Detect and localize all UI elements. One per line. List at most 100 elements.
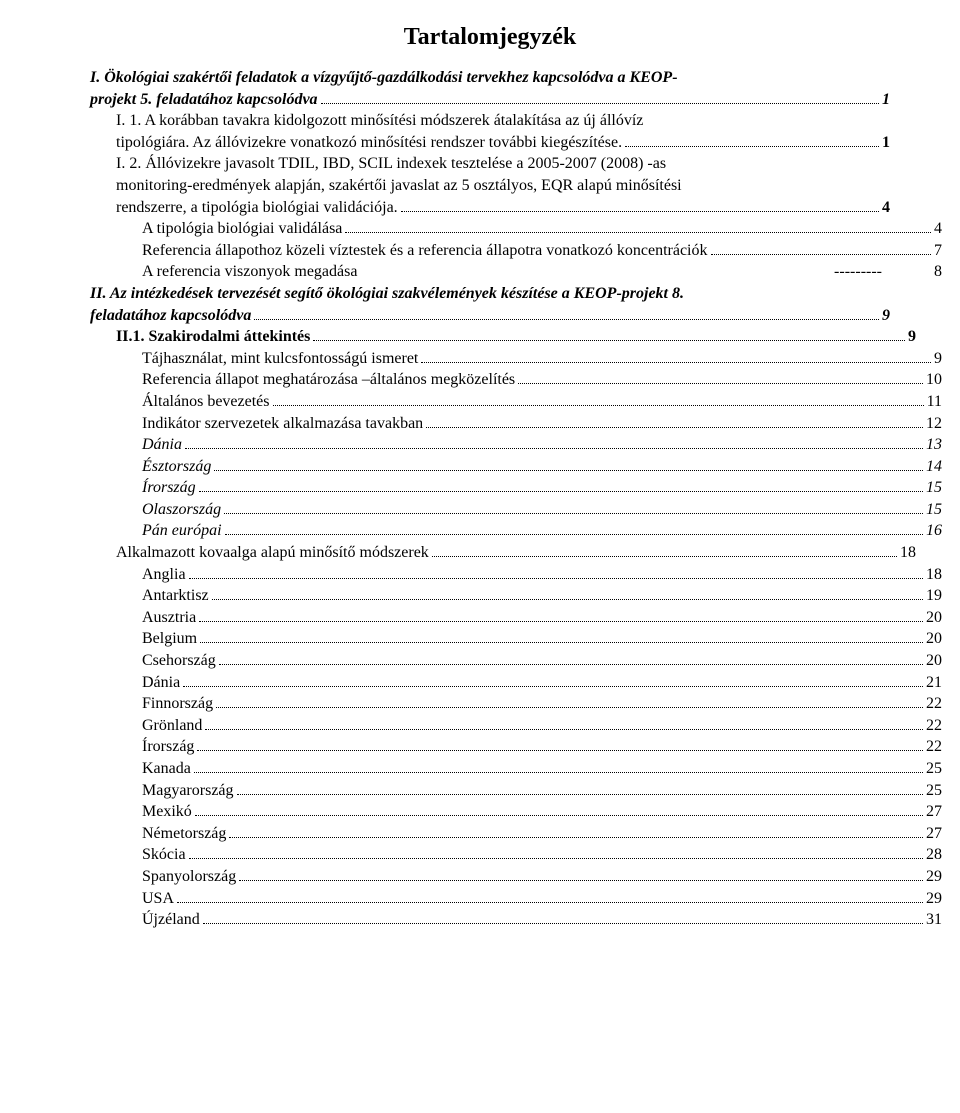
- toc-entry-page: 25: [926, 758, 942, 780]
- toc-entry-page: 29: [926, 888, 942, 910]
- toc-entry-label: Észtország: [142, 456, 211, 478]
- toc-leader-dots: [185, 439, 923, 449]
- toc-entry-label: Magyarország: [142, 780, 234, 802]
- toc-entry-label: Antarktisz: [142, 585, 209, 607]
- toc-entry-label: Dánia: [142, 434, 182, 456]
- toc-leader-dots: [224, 504, 923, 514]
- toc-entry-page: 22: [926, 736, 942, 758]
- toc-entry-page: 9: [908, 326, 916, 348]
- toc-entry-label: A tipológia biológiai validálása: [142, 218, 342, 240]
- toc-entry: Belgium 20: [90, 628, 942, 650]
- toc-leader-dots: [321, 94, 879, 104]
- toc-entry-page: 1: [882, 89, 890, 111]
- toc-entry: Magyarország25: [90, 780, 942, 802]
- toc-entry-page: 20: [926, 607, 942, 629]
- toc-entry: USA 29: [90, 888, 942, 910]
- toc-entry: Németország27: [90, 823, 942, 845]
- toc-entry-page: 29: [926, 866, 942, 888]
- toc-entry: Grönland22: [90, 715, 942, 737]
- toc-entry-line: II. Az intézkedések tervezését segítő ök…: [90, 283, 890, 305]
- toc-entry: Újzéland31: [90, 909, 942, 931]
- toc-leader-dots: [203, 914, 923, 924]
- toc-entry-page: 20: [926, 650, 942, 672]
- toc-entry-page: 19: [926, 585, 942, 607]
- toc-entry-page: 12: [926, 413, 942, 435]
- toc-entry-label: Referencia állapot meghatározása –általá…: [142, 369, 515, 391]
- toc-entry: Antarktisz 19: [90, 585, 942, 607]
- toc-entry-page: 16: [926, 520, 942, 542]
- toc-entry: Spanyolország 29: [90, 866, 942, 888]
- toc-entry: Referencia állapothoz közeli víztestek é…: [90, 240, 942, 262]
- toc-entry-label: Csehország: [142, 650, 216, 672]
- toc-entry-label: Referencia állapothoz közeli víztestek é…: [142, 240, 708, 262]
- toc-leader-dots: [625, 137, 879, 147]
- toc-leader-dots: [254, 310, 879, 320]
- toc-entry-label: Írország: [142, 736, 194, 758]
- toc-entry-page: 22: [926, 693, 942, 715]
- toc-leader-dots: [214, 461, 923, 471]
- toc-leader-dots: [239, 871, 923, 881]
- toc-entry-label: Anglia: [142, 564, 186, 586]
- toc-entry-line: I. Ökológiai szakértői feladatok a vízgy…: [90, 67, 890, 89]
- toc-entry-label: Ausztria: [142, 607, 196, 629]
- toc-leader-dots: [200, 634, 923, 644]
- toc-leader-dots: [189, 569, 923, 579]
- toc-leader-dots: [219, 655, 923, 665]
- toc-entry: I. 1. A korábban tavakra kidolgozott min…: [90, 110, 890, 153]
- toc-entry-page: 18: [900, 542, 916, 564]
- toc-leader-dots: [177, 893, 923, 903]
- page: Tartalomjegyzék I. Ökológiai szakértői f…: [0, 0, 960, 1113]
- toc-entry-page: 28: [926, 844, 942, 866]
- toc-entry-label: Dánia: [142, 672, 180, 694]
- toc-entry-label: rendszerre, a tipológia biológiai validá…: [116, 197, 398, 219]
- toc-entry: Pán európai 16: [90, 520, 942, 542]
- toc-entry-page: 21: [926, 672, 942, 694]
- toc-leader-dots: [345, 223, 931, 233]
- toc-entry-label: Skócia: [142, 844, 186, 866]
- toc-entry-label: Újzéland: [142, 909, 200, 931]
- toc-entry-last-line: rendszerre, a tipológia biológiai validá…: [116, 197, 890, 219]
- toc-leader-dots: [225, 526, 923, 536]
- toc-list: I. Ökológiai szakértői feladatok a vízgy…: [90, 67, 890, 931]
- toc-entry-page: 9: [934, 348, 942, 370]
- toc-leader-dots: [183, 677, 923, 687]
- toc-leader-dots: [401, 202, 879, 212]
- toc-entry-page: 15: [926, 499, 942, 521]
- toc-entry-page: 14: [926, 456, 942, 478]
- toc-leader-dots: [426, 418, 923, 428]
- toc-entry-label: Belgium: [142, 628, 197, 650]
- toc-leader-dots: [273, 396, 924, 406]
- toc-entry: Csehország 20: [90, 650, 942, 672]
- toc-entry: A tipológia biológiai validálása 4: [90, 218, 942, 240]
- toc-entry-label: Spanyolország: [142, 866, 236, 888]
- toc-entry-page: 15: [926, 477, 942, 499]
- toc-entry-last-line: feladatához kapcsolódva9: [90, 305, 890, 327]
- toc-entry: Dánia13: [90, 434, 942, 456]
- page-title: Tartalomjegyzék: [90, 24, 890, 51]
- toc-entry-line: I. 1. A korábban tavakra kidolgozott min…: [116, 110, 890, 132]
- toc-leader-dots: [229, 828, 923, 838]
- toc-entry-page: 20: [926, 628, 942, 650]
- toc-leader-dots: [197, 742, 923, 752]
- toc-entry-page: 4: [934, 218, 942, 240]
- toc-leader-dots: [199, 482, 923, 492]
- toc-leader-dots: [711, 245, 932, 255]
- toc-entry-label: Indikátor szervezetek alkalmazása tavakb…: [142, 413, 423, 435]
- toc-entry: Indikátor szervezetek alkalmazása tavakb…: [90, 413, 942, 435]
- toc-entry: Olaszország15: [90, 499, 942, 521]
- toc-entry-label: Pán európai: [142, 520, 222, 542]
- toc-entry: Dánia 21: [90, 672, 942, 694]
- toc-leader-dots: [237, 785, 923, 795]
- toc-entry-page: 4: [882, 197, 890, 219]
- toc-entry-page: 11: [927, 391, 942, 413]
- toc-entry-label: projekt 5. feladatához kapcsolódva: [90, 89, 318, 111]
- toc-entry: Általános bevezetés11: [90, 391, 942, 413]
- toc-dashes: ---------: [834, 261, 882, 283]
- toc-entry: Anglia18: [90, 564, 942, 586]
- toc-entry-label: Kanada: [142, 758, 191, 780]
- toc-entry-page: 22: [926, 715, 942, 737]
- toc-leader-dots: [313, 331, 905, 341]
- toc-entry: Tájhasználat, mint kulcsfontosságú ismer…: [90, 348, 942, 370]
- toc-entry: Alkalmazott kovaalga alapú minősítő móds…: [90, 542, 916, 564]
- toc-entry-label: USA: [142, 888, 174, 910]
